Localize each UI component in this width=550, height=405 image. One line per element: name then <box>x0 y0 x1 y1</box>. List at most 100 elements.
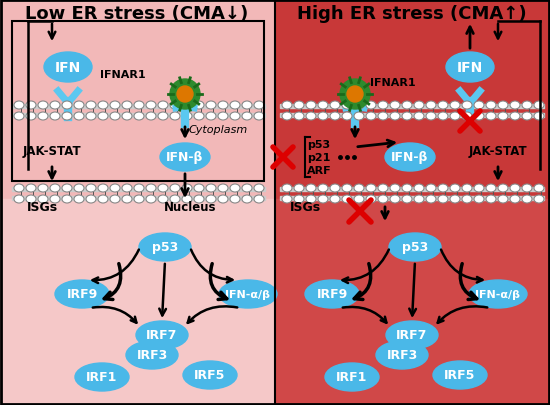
Bar <box>12 196 265 200</box>
Ellipse shape <box>438 185 448 192</box>
Ellipse shape <box>389 233 441 261</box>
Text: IRF3: IRF3 <box>386 349 417 362</box>
Ellipse shape <box>38 196 48 203</box>
Ellipse shape <box>206 185 216 192</box>
Text: IFN-β: IFN-β <box>166 151 204 164</box>
Ellipse shape <box>282 196 292 203</box>
Bar <box>0 0 275 405</box>
Ellipse shape <box>414 102 424 110</box>
Ellipse shape <box>342 113 352 121</box>
Ellipse shape <box>450 113 460 121</box>
Text: IRF9: IRF9 <box>316 288 348 301</box>
Ellipse shape <box>342 185 352 192</box>
Ellipse shape <box>110 113 120 121</box>
Ellipse shape <box>158 196 168 203</box>
Ellipse shape <box>146 102 156 110</box>
Ellipse shape <box>354 113 364 121</box>
Ellipse shape <box>306 196 316 203</box>
Ellipse shape <box>182 102 192 110</box>
Ellipse shape <box>486 113 496 121</box>
Ellipse shape <box>446 53 494 83</box>
Ellipse shape <box>282 102 292 110</box>
Ellipse shape <box>26 185 36 192</box>
Ellipse shape <box>330 196 340 203</box>
Ellipse shape <box>122 185 132 192</box>
Ellipse shape <box>486 185 496 192</box>
Ellipse shape <box>330 102 340 110</box>
Ellipse shape <box>294 113 304 121</box>
Ellipse shape <box>14 185 24 192</box>
Ellipse shape <box>498 113 508 121</box>
Text: p53: p53 <box>152 241 178 254</box>
Ellipse shape <box>158 113 168 121</box>
Ellipse shape <box>134 196 144 203</box>
Ellipse shape <box>86 102 96 110</box>
Ellipse shape <box>522 102 532 110</box>
Ellipse shape <box>146 196 156 203</box>
Ellipse shape <box>282 185 292 192</box>
Ellipse shape <box>414 113 424 121</box>
Ellipse shape <box>110 196 120 203</box>
Ellipse shape <box>38 185 48 192</box>
Ellipse shape <box>366 102 376 110</box>
Ellipse shape <box>438 113 448 121</box>
Text: IFN: IFN <box>55 61 81 75</box>
Text: IRF1: IRF1 <box>86 371 118 384</box>
Ellipse shape <box>98 102 108 110</box>
Ellipse shape <box>462 185 472 192</box>
Ellipse shape <box>62 185 72 192</box>
Ellipse shape <box>378 196 388 203</box>
Ellipse shape <box>469 280 527 308</box>
Ellipse shape <box>254 102 264 110</box>
Bar <box>0 200 275 405</box>
Bar <box>12 22 264 181</box>
Circle shape <box>340 80 370 110</box>
Ellipse shape <box>534 102 544 110</box>
Ellipse shape <box>55 280 109 308</box>
Bar <box>275 0 550 405</box>
Ellipse shape <box>158 185 168 192</box>
Ellipse shape <box>62 102 72 110</box>
Ellipse shape <box>50 102 60 110</box>
Ellipse shape <box>14 113 24 121</box>
Text: IFN-α/β: IFN-α/β <box>476 289 520 299</box>
Ellipse shape <box>134 185 144 192</box>
Ellipse shape <box>44 53 92 83</box>
Ellipse shape <box>122 102 132 110</box>
Ellipse shape <box>136 321 188 349</box>
Ellipse shape <box>510 102 520 110</box>
Ellipse shape <box>330 113 340 121</box>
Text: Cytoplasm: Cytoplasm <box>188 125 248 135</box>
Ellipse shape <box>402 185 412 192</box>
Ellipse shape <box>376 341 428 369</box>
Ellipse shape <box>254 185 264 192</box>
Ellipse shape <box>450 102 460 110</box>
Ellipse shape <box>534 196 544 203</box>
Ellipse shape <box>385 144 435 172</box>
Ellipse shape <box>426 185 436 192</box>
Ellipse shape <box>474 196 484 203</box>
Ellipse shape <box>74 196 84 203</box>
Circle shape <box>177 87 193 103</box>
Ellipse shape <box>510 113 520 121</box>
Ellipse shape <box>433 361 487 389</box>
Ellipse shape <box>450 185 460 192</box>
Ellipse shape <box>522 113 532 121</box>
Text: IRF9: IRF9 <box>67 288 98 301</box>
Text: ISGs: ISGs <box>289 201 321 214</box>
Text: IRF5: IRF5 <box>444 369 476 382</box>
Ellipse shape <box>254 196 264 203</box>
Ellipse shape <box>462 102 472 110</box>
Ellipse shape <box>194 196 204 203</box>
Text: IRF5: IRF5 <box>194 369 225 382</box>
Ellipse shape <box>294 102 304 110</box>
Text: ISGs: ISGs <box>26 201 58 214</box>
Ellipse shape <box>462 196 472 203</box>
Ellipse shape <box>318 102 328 110</box>
Ellipse shape <box>426 196 436 203</box>
Ellipse shape <box>134 113 144 121</box>
Ellipse shape <box>486 196 496 203</box>
Ellipse shape <box>534 113 544 121</box>
Ellipse shape <box>86 185 96 192</box>
Ellipse shape <box>14 196 24 203</box>
